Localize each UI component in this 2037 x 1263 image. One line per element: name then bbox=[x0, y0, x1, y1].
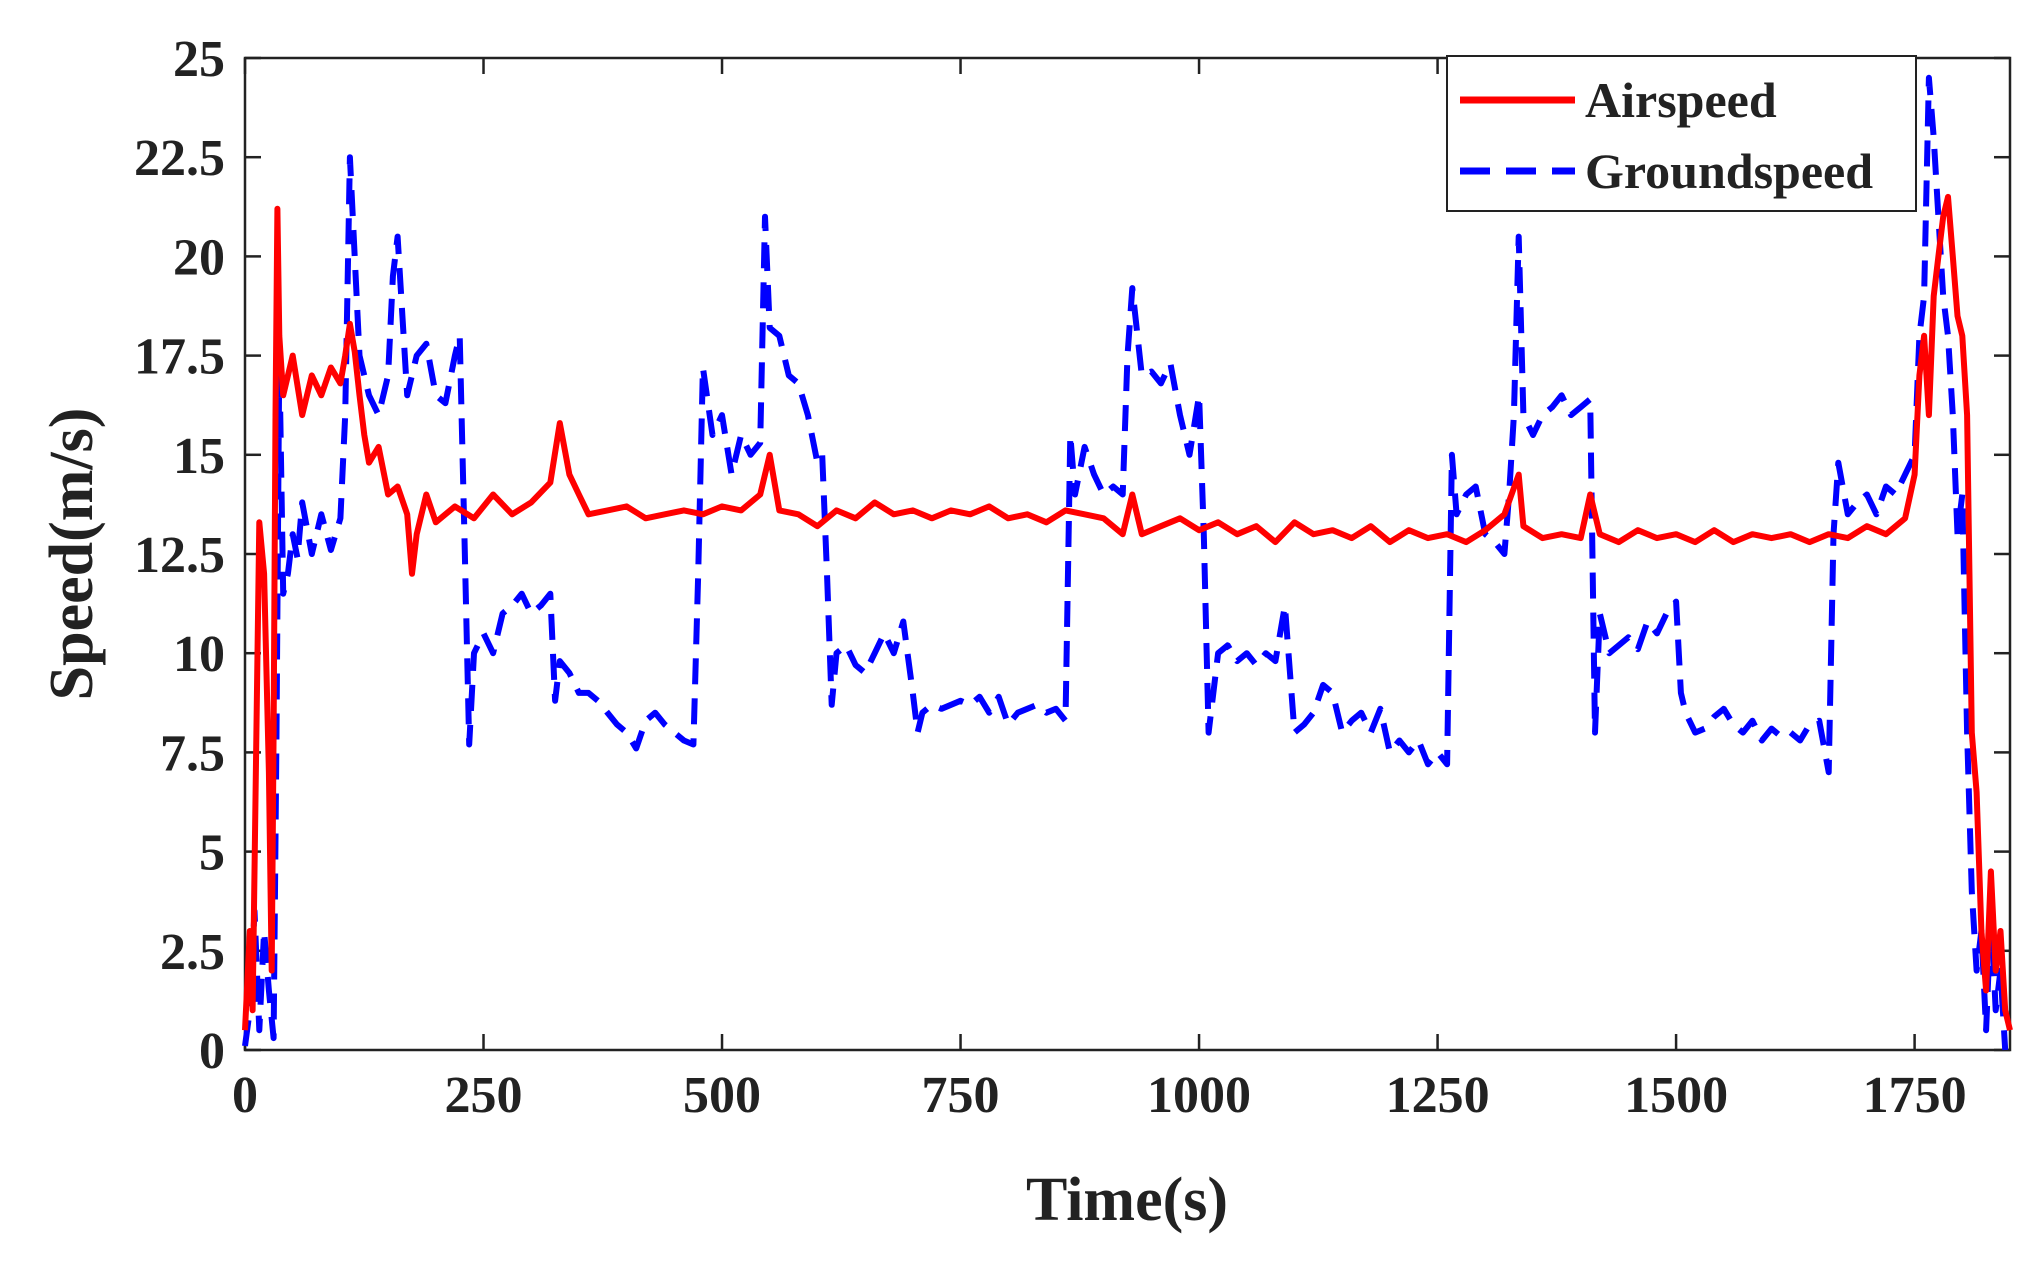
series-line-groundspeed bbox=[242, 74, 2009, 1051]
y-axis: 0 2.5 5 7.5 10 12.5 15 17.5 20 22.5 25 bbox=[134, 31, 2010, 1080]
series-layer bbox=[242, 74, 2013, 1051]
y-axis-title: Speed(m/s) bbox=[38, 408, 106, 701]
y-tick-label: 5 bbox=[199, 825, 225, 882]
plot-area bbox=[243, 56, 2012, 1052]
legend-box bbox=[1446, 55, 1917, 212]
y-tick-label: 22.5 bbox=[134, 130, 225, 187]
y-tick-label: 17.5 bbox=[134, 329, 225, 386]
y-tick-label: 10 bbox=[173, 626, 225, 683]
legend-label-airspeed: Airspeed bbox=[1585, 72, 1777, 128]
x-tick-label: 500 bbox=[683, 1067, 761, 1124]
x-tick-label: 1000 bbox=[1147, 1067, 1251, 1124]
y-tick-label: 2.5 bbox=[160, 924, 225, 981]
y-tick-label: 20 bbox=[173, 229, 225, 286]
y-tick-label: 7.5 bbox=[160, 725, 225, 782]
legend-label-groundspeed: Groundspeed bbox=[1585, 143, 1873, 199]
x-axis-title: Time(s) bbox=[1026, 1166, 1228, 1234]
legend: Airspeed Groundspeed bbox=[1446, 55, 1917, 212]
x-tick-label: 0 bbox=[232, 1067, 258, 1124]
y-tick-label: 12.5 bbox=[134, 527, 225, 584]
x-tick-label: 750 bbox=[922, 1067, 1000, 1124]
x-tick-label: 1500 bbox=[1624, 1067, 1728, 1124]
series-line-airspeed bbox=[242, 193, 2013, 1031]
x-tick-label: 250 bbox=[445, 1067, 523, 1124]
x-tick-label: 1250 bbox=[1386, 1067, 1490, 1124]
y-tick-label: 0 bbox=[199, 1023, 225, 1080]
y-tick-label: 15 bbox=[173, 428, 225, 485]
x-axis: 0 250 500 750 1000 1250 1500 1750 bbox=[232, 58, 1967, 1124]
x-tick-label: 1750 bbox=[1863, 1067, 1967, 1124]
y-tick-label: 25 bbox=[173, 31, 225, 88]
